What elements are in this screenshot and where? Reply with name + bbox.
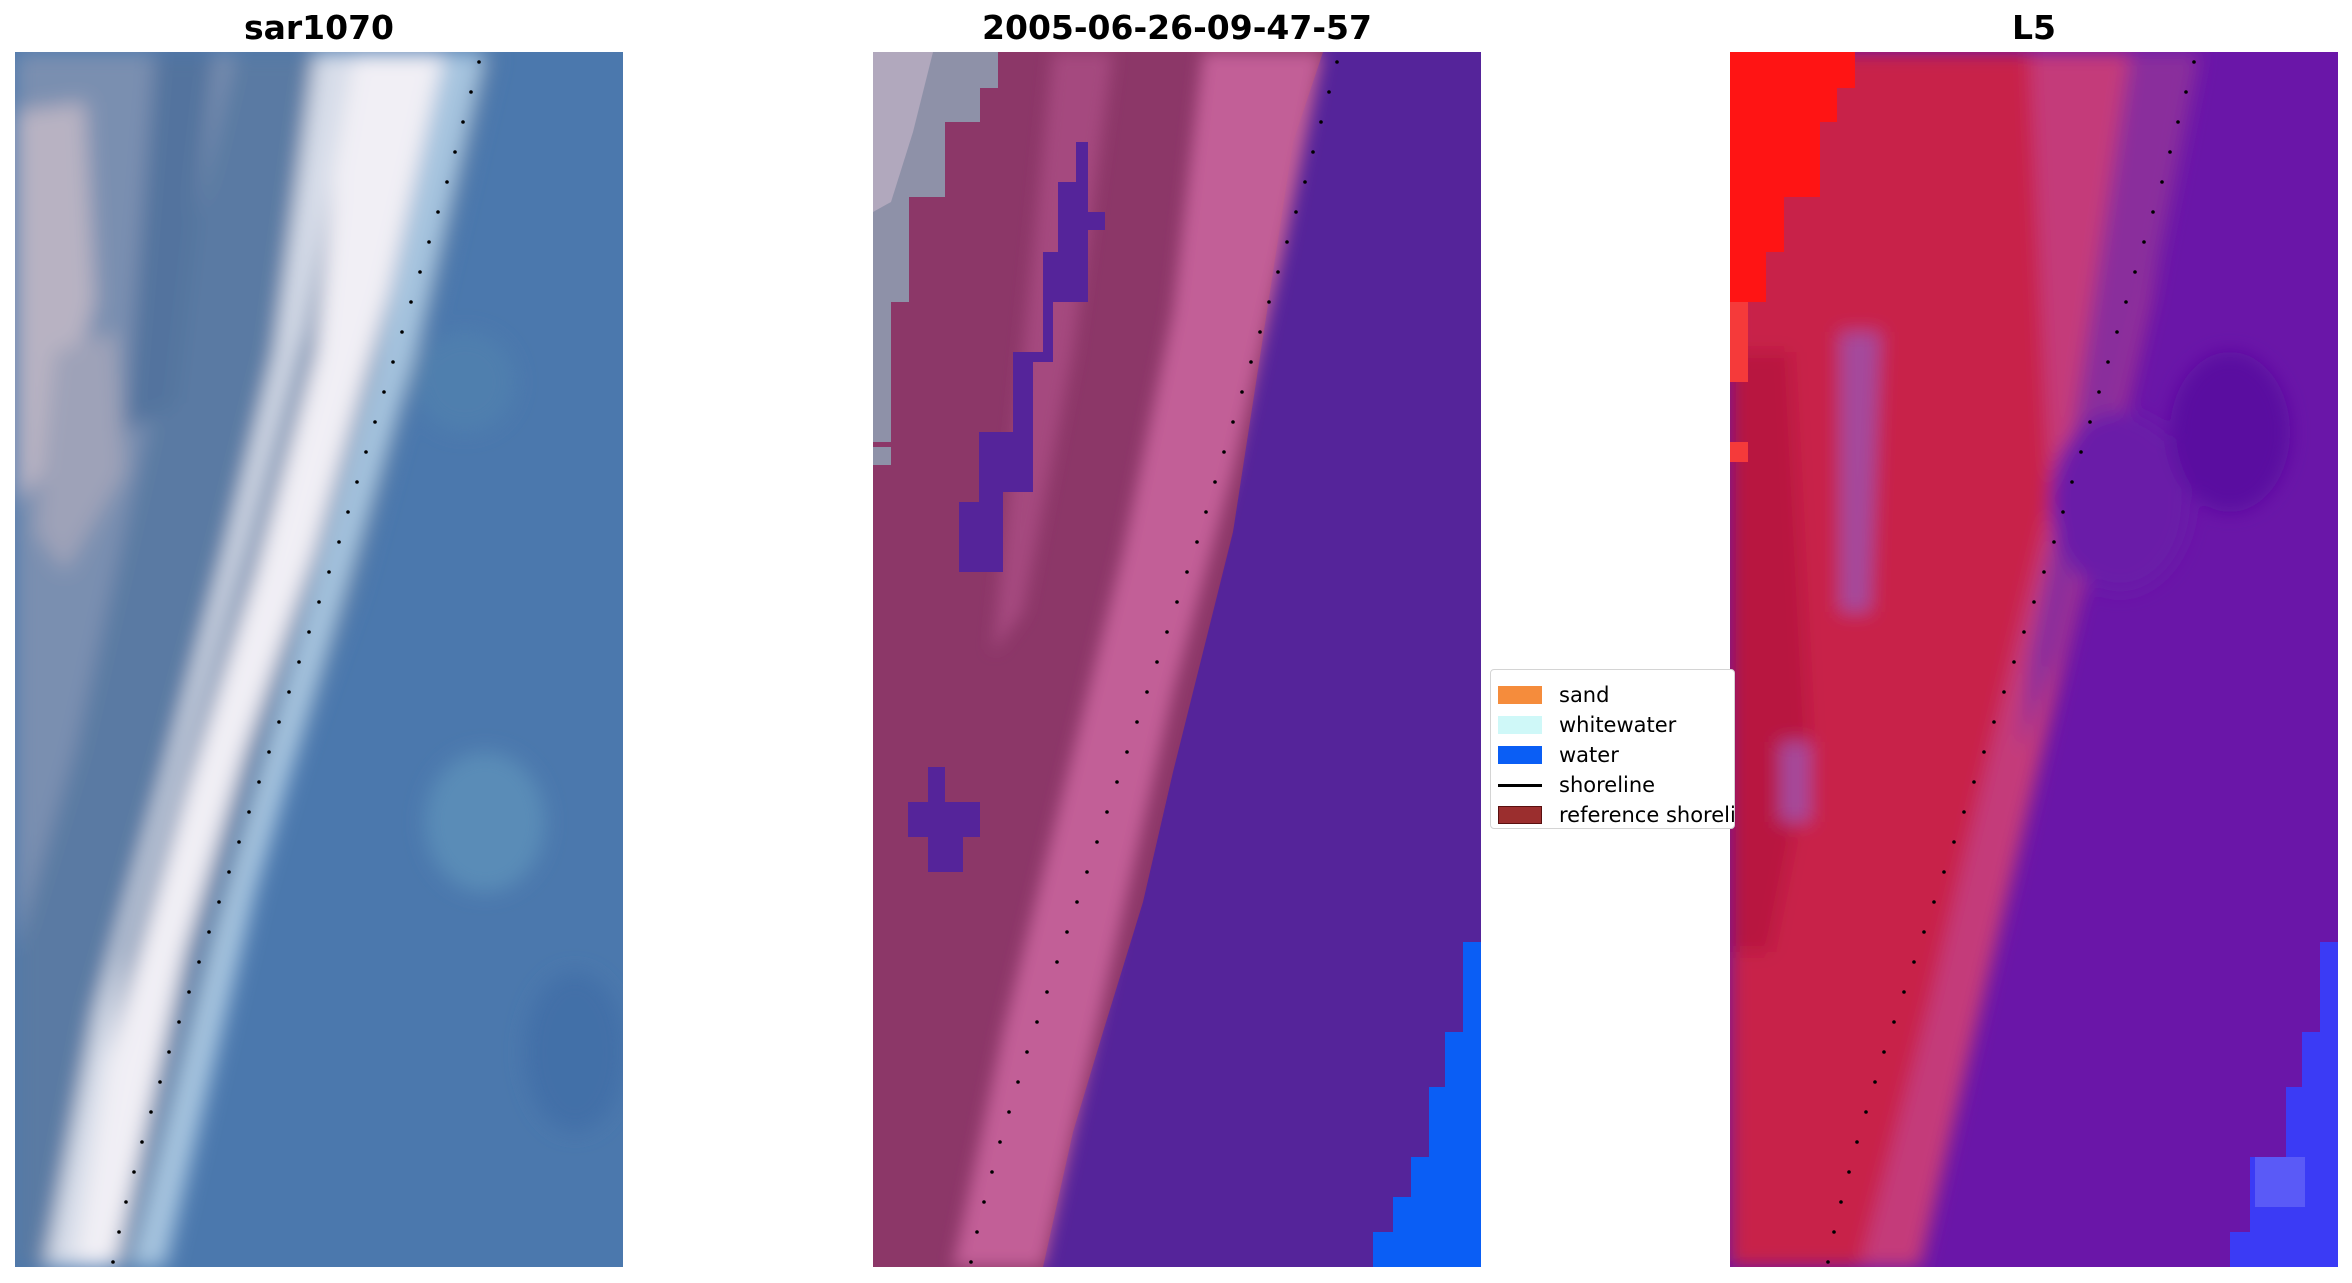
index-image-canvas [1730,52,2338,1267]
legend-item-whitewater: whitewater [1498,710,1676,740]
panel-title-date: 2005-06-26-09-47-57 [982,8,1372,47]
panel-title-index: L5 [2012,8,2056,47]
legend: sand whitewater water shoreline referenc… [1490,669,1735,829]
legend-label: reference shoreline [1559,803,1734,827]
rgb-image-canvas [15,52,623,1267]
reference-shoreline-swatch [1498,806,1542,824]
legend-item-water: water [1498,740,1619,770]
shoreline-dots [111,60,481,1264]
legend-label: sand [1559,683,1610,707]
legend-label: whitewater [1559,713,1677,737]
legend-item-shoreline: shoreline [1498,770,1655,800]
panel-title-rgb: sar1070 [243,8,395,47]
classified-image-canvas [873,52,1481,1267]
index-image [1730,52,2338,1267]
shoreline-line-swatch [1498,783,1542,787]
legend-label: shoreline [1559,773,1656,797]
sand-swatch [1498,686,1542,704]
classified-image [873,52,1481,1267]
whitewater-swatch [1498,716,1542,734]
legend-label: water [1559,743,1619,767]
legend-item-sand: sand [1498,680,1609,710]
shoreline-dots [969,60,1339,1264]
water-swatch [1498,746,1542,764]
rgb-satellite-image [15,52,623,1267]
legend-item-reference-shoreline: reference shoreline [1498,800,1734,828]
shoreline-dots [1826,60,2196,1264]
